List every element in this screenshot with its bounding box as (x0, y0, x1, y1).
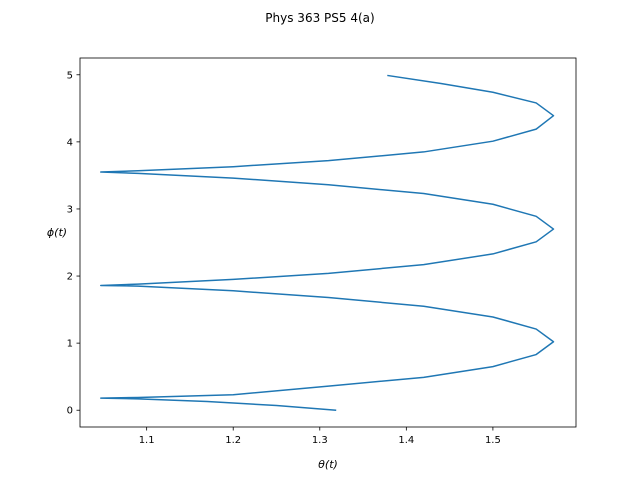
y-tick-label: 0 (67, 406, 73, 417)
plot-frame (79, 57, 577, 428)
y-tick-label: 4 (67, 137, 73, 148)
y-axis-label: ϕ(t) (47, 226, 67, 239)
x-tick-label: 1.5 (485, 435, 501, 446)
plot-area: 1.1 1.2 1.3 1.4 1.5 0 1 2 3 4 5 (67, 57, 577, 446)
y-tick-label: 5 (67, 70, 73, 81)
x-tick-label: 1.1 (139, 435, 155, 446)
x-tick-label: 1.2 (225, 435, 241, 446)
y-tick-label: 1 (67, 339, 73, 350)
chart-title: Phys 363 PS5 4(a) (265, 11, 374, 25)
x-axis-label: θ(t) (318, 458, 338, 471)
y-tick-label: 2 (67, 272, 73, 283)
y-tick-label: 3 (67, 204, 73, 215)
series-line-0 (100, 74, 555, 411)
x-tick-label: 1.3 (312, 435, 328, 446)
x-tick-label: 1.4 (398, 435, 414, 446)
